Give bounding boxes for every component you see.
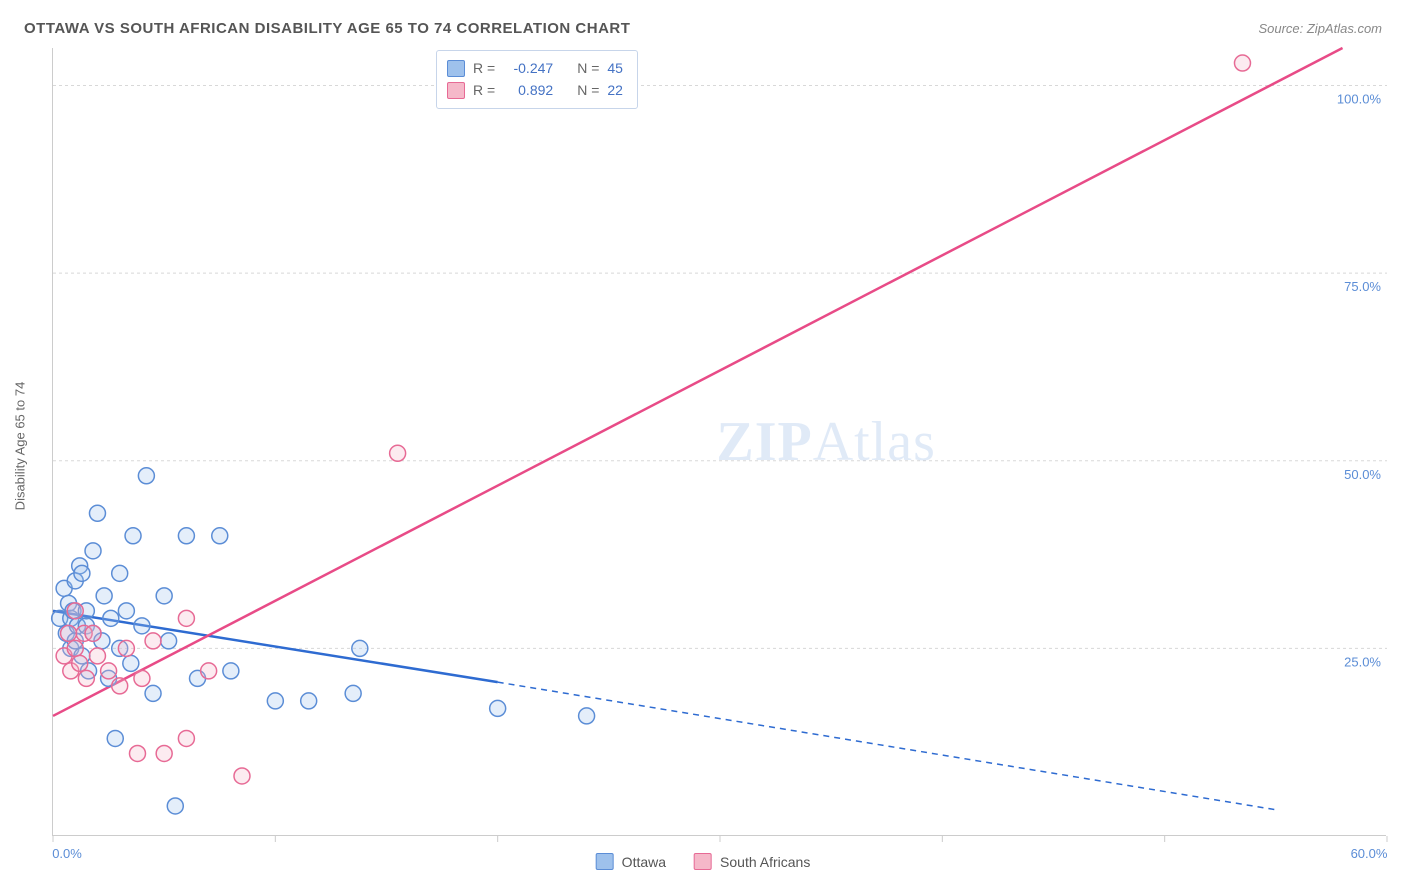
svg-text:100.0%: 100.0% — [1337, 92, 1382, 107]
chart-legend: Ottawa South Africans — [596, 853, 811, 870]
info-r-value: 0.892 — [503, 79, 553, 101]
svg-text:75.0%: 75.0% — [1344, 279, 1381, 294]
info-r-label: R = — [473, 79, 495, 101]
info-n-label: N = — [577, 79, 599, 101]
info-n-label: N = — [577, 57, 599, 79]
legend-label: South Africans — [720, 854, 810, 870]
info-swatch — [447, 60, 465, 77]
y-axis-label: Disability Age 65 to 74 — [13, 382, 28, 511]
chart-source: Source: ZipAtlas.com — [1258, 21, 1382, 36]
info-swatch — [447, 82, 465, 99]
legend-item: Ottawa — [596, 853, 666, 870]
info-row: R = 0.892 N = 22 — [447, 79, 623, 101]
chart-svg: 25.0%50.0%75.0%100.0%0.0%60.0% — [53, 48, 1386, 835]
info-n-value: 22 — [607, 79, 623, 101]
legend-item: South Africans — [694, 853, 810, 870]
legend-swatch — [596, 853, 614, 870]
info-row: R = -0.247 N = 45 — [447, 57, 623, 79]
svg-text:25.0%: 25.0% — [1344, 654, 1381, 669]
info-n-value: 45 — [607, 57, 623, 79]
info-r-value: -0.247 — [503, 57, 553, 79]
correlation-info-box: R = -0.247 N = 45 R = 0.892 N = 22 — [436, 50, 638, 109]
info-r-label: R = — [473, 57, 495, 79]
plot-area: 25.0%50.0%75.0%100.0%0.0%60.0% ZIPAtlas — [52, 48, 1386, 836]
svg-text:60.0%: 60.0% — [1351, 846, 1388, 861]
svg-text:50.0%: 50.0% — [1344, 467, 1381, 482]
legend-swatch — [694, 853, 712, 870]
chart-title: OTTAWA VS SOUTH AFRICAN DISABILITY AGE 6… — [24, 20, 630, 37]
chart-header: OTTAWA VS SOUTH AFRICAN DISABILITY AGE 6… — [24, 20, 1382, 37]
legend-label: Ottawa — [622, 854, 666, 870]
svg-text:0.0%: 0.0% — [52, 846, 82, 861]
